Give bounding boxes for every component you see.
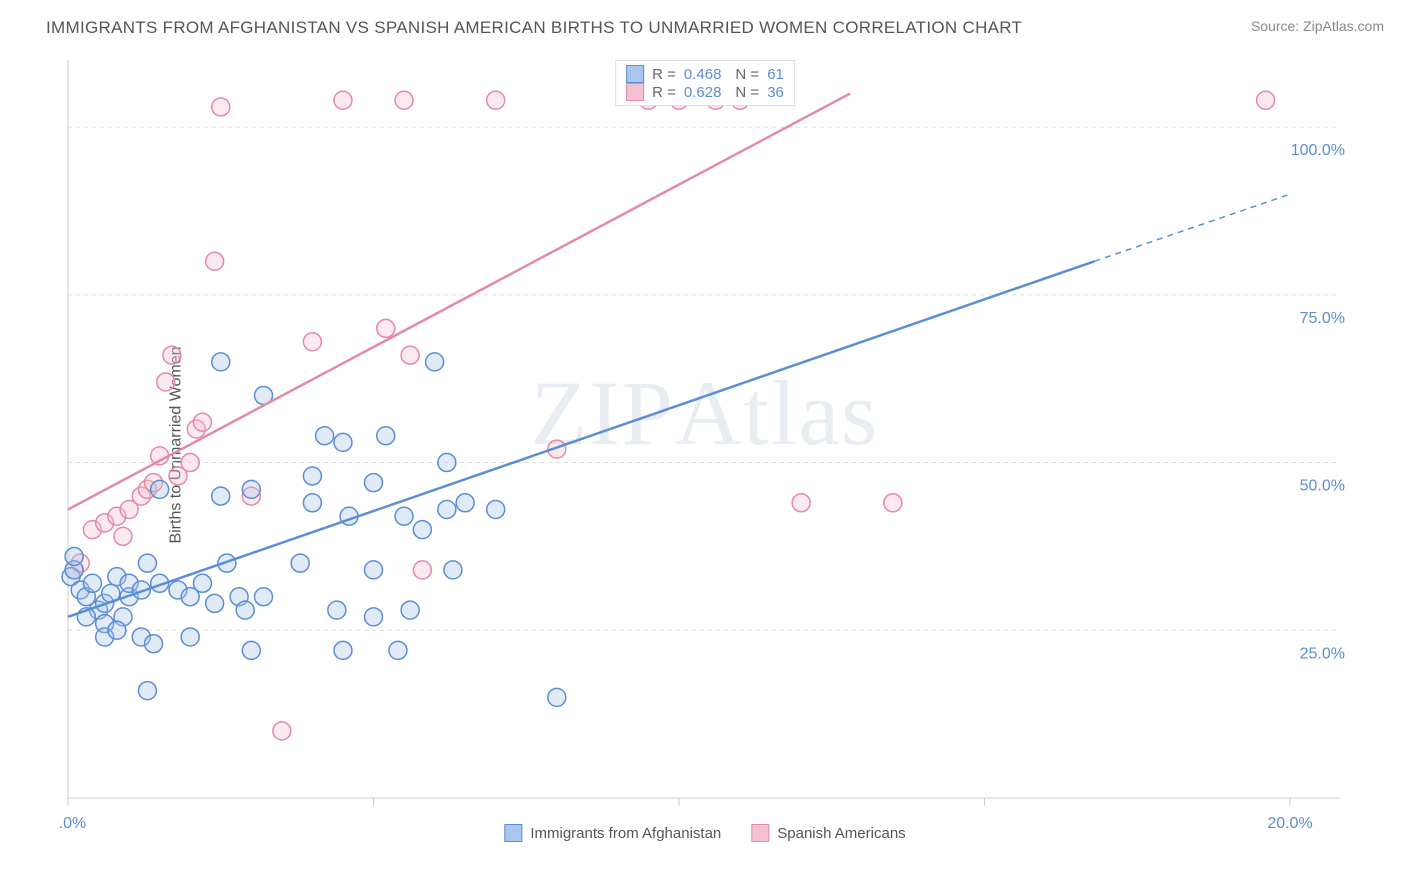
swatch-icon [751, 824, 769, 842]
legend-correlation: R = 0.468 N = 61 R = 0.628 N = 36 [615, 60, 795, 106]
r-label: R = [652, 84, 676, 101]
r-label: R = [652, 66, 676, 83]
legend-item-blue: Immigrants from Afghanistan [504, 824, 721, 842]
legend-series: Immigrants from Afghanistan Spanish Ameri… [504, 824, 905, 842]
source-label: Source: ZipAtlas.com [1251, 18, 1384, 34]
svg-text:100.0%: 100.0% [1291, 142, 1345, 159]
svg-text:75.0%: 75.0% [1300, 310, 1345, 327]
svg-text:0.0%: 0.0% [60, 815, 86, 832]
swatch-icon [504, 824, 522, 842]
n-label: N = [735, 84, 759, 101]
svg-text:50.0%: 50.0% [1300, 478, 1345, 495]
legend-item-pink: Spanish Americans [751, 824, 905, 842]
svg-text:20.0%: 20.0% [1267, 815, 1312, 832]
chart-canvas: 25.0% 50.0% 75.0% 100.0% 0.0% 20.0% [60, 50, 1350, 840]
swatch-icon [626, 83, 644, 101]
plot-area: Births to Unmarried Women ZIPAtlas 25.0%… [60, 50, 1350, 840]
n-value: 36 [767, 84, 784, 101]
legend-row-pink: R = 0.628 N = 36 [626, 83, 784, 101]
series-name: Spanish Americans [777, 825, 905, 842]
r-value: 0.468 [684, 66, 722, 83]
chart-title: IMMIGRANTS FROM AFGHANISTAN VS SPANISH A… [46, 18, 1022, 38]
series-name: Immigrants from Afghanistan [530, 825, 721, 842]
svg-text:25.0%: 25.0% [1300, 645, 1345, 662]
n-value: 61 [767, 66, 784, 83]
r-value: 0.628 [684, 84, 722, 101]
swatch-icon [626, 65, 644, 83]
n-label: N = [735, 66, 759, 83]
legend-row-blue: R = 0.468 N = 61 [626, 65, 784, 83]
